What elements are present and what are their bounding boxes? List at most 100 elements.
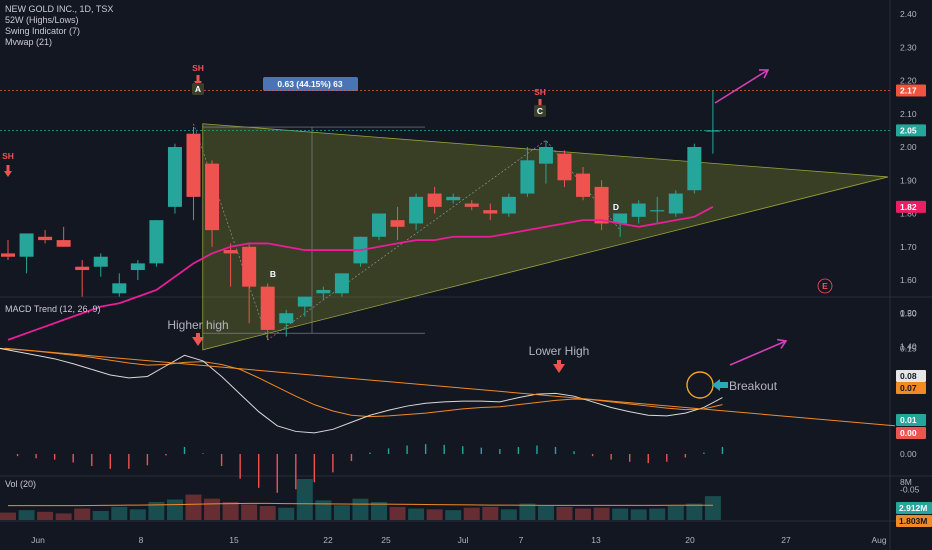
volume-bar (55, 513, 72, 520)
vol-badge-bg (896, 502, 932, 514)
indicator-macd[interactable]: MACD Trend (12, 26, 9) (5, 304, 101, 314)
swing-high-label: SH (2, 151, 14, 161)
volume-bar (74, 508, 91, 520)
volume-bar (371, 501, 387, 520)
mvwap-polyline (7, 206, 714, 341)
vol-ma-badge-value: 1.803M (899, 516, 927, 526)
price-tick-label: 1.60 (900, 275, 917, 285)
volume-bar (352, 498, 369, 520)
price-badge-close-bg (896, 124, 926, 137)
volume-bar (630, 509, 647, 520)
volume-bar (18, 510, 35, 520)
point-d-label-bg (610, 201, 622, 213)
volume-bar (204, 498, 221, 520)
candle-body (223, 250, 238, 254)
candle-body (75, 266, 90, 271)
candle-body (242, 246, 257, 287)
price-badge-last: 2.17 (900, 85, 917, 95)
point-b-label: B (270, 269, 276, 279)
indicator-52w[interactable]: 52W (Highs/Lows) (5, 15, 79, 25)
volume-bar (537, 506, 554, 520)
macd-badge-hist-up: 0.01 (900, 415, 917, 425)
swing-high-arrow-stem (6, 165, 10, 171)
price-tick-label: 1.80 (900, 209, 917, 219)
volume-bar (445, 510, 462, 520)
date-tick-label: 27 (781, 535, 791, 545)
vol-tick-label: 8M (900, 477, 912, 487)
price-tick-label: 2.30 (900, 42, 917, 52)
volume-bar (519, 503, 536, 520)
breakout-circle (686, 371, 714, 399)
candle-body (1, 253, 15, 257)
annotations: Higher high Lower High Breakout (167, 69, 788, 399)
volume-bar (92, 510, 109, 520)
higher-high-arrow (192, 337, 204, 346)
macd-breakout-arrow (729, 340, 787, 366)
candle-body (687, 147, 702, 191)
price-legend: NEW GOLD INC., 1D, TSX 52W (Highs/Lows) … (5, 4, 113, 48)
candle-body (631, 203, 646, 217)
point-a-label-bg (192, 83, 204, 95)
candle-body (427, 193, 442, 207)
candle-body (446, 196, 461, 201)
volume-bar (222, 501, 239, 520)
volume-bar (389, 506, 406, 520)
candle-body (650, 210, 665, 212)
candle-body (167, 147, 182, 207)
volume-bar (185, 494, 202, 520)
macd-badge-hist-down: 0.00 (900, 428, 917, 438)
volume-bar (333, 505, 350, 520)
candle-body (520, 160, 535, 194)
price-badge-mvwap: 1.82 (900, 202, 917, 212)
price-tick-label: 2.20 (900, 76, 917, 86)
candle-body (594, 186, 609, 224)
axes: 2.40 2.30 2.20 2.10 2.00 1.90 1.80 1.70 1.60 1.50… (31, 9, 932, 545)
lower-high-label: Lower High (529, 344, 590, 358)
macd-tick-label: 0.00 (900, 449, 917, 459)
higher-high-arrow-stem (196, 333, 200, 337)
date-tick-label: Aug (871, 535, 886, 545)
candle-body (260, 286, 275, 330)
volume-bar (482, 506, 499, 520)
macd-line (0, 347, 723, 434)
volume-bar (241, 504, 258, 520)
vol-legend: Vol (20) (5, 479, 36, 490)
date-tick-label: 25 (381, 535, 391, 545)
candle-body (56, 240, 71, 247)
candle-body (668, 193, 683, 214)
volume-bar (278, 507, 295, 520)
triangle-pattern: 0.63 (44.15%) 63 (193, 77, 889, 351)
point-e-label: E (822, 281, 828, 291)
date-tick-label: 15 (229, 535, 239, 545)
volume-bar (166, 499, 183, 520)
indicator-swing[interactable]: Swing Indicator (7) (5, 26, 81, 36)
price-tick-label: 1.90 (900, 175, 917, 185)
indicator-mvwap[interactable]: Mvwap (21) (5, 37, 53, 47)
volume-bar (259, 506, 276, 520)
indicator-vol[interactable]: Vol (20) (5, 479, 37, 489)
candle-body (93, 256, 108, 267)
volume-bar (426, 509, 443, 520)
price-level-lines (0, 90, 890, 131)
volume-bar (148, 501, 165, 520)
candle-body (390, 220, 405, 227)
volume-bar (315, 500, 332, 520)
candle-body (112, 283, 127, 294)
symbol-title[interactable]: NEW GOLD INC., 1D, TSX (5, 4, 114, 14)
candle-body (372, 213, 386, 237)
date-tick-label: Jun (31, 535, 45, 545)
higher-high-label: Higher high (167, 318, 228, 332)
volume-bar (704, 496, 721, 520)
date-tick-label: 7 (519, 535, 524, 545)
swing-high-arrow-stem (538, 99, 542, 105)
macd-tick-label: 0.20 (900, 308, 917, 318)
candle-body (464, 203, 479, 207)
candle-body (409, 196, 424, 224)
macd-badge-macd-bg (896, 370, 926, 382)
price-tick-label: 2.10 (900, 109, 917, 119)
candle-body (316, 289, 331, 294)
point-a-label: A (195, 84, 201, 94)
volume-bar (296, 479, 313, 520)
vol-ma-badge-bg (896, 515, 932, 527)
